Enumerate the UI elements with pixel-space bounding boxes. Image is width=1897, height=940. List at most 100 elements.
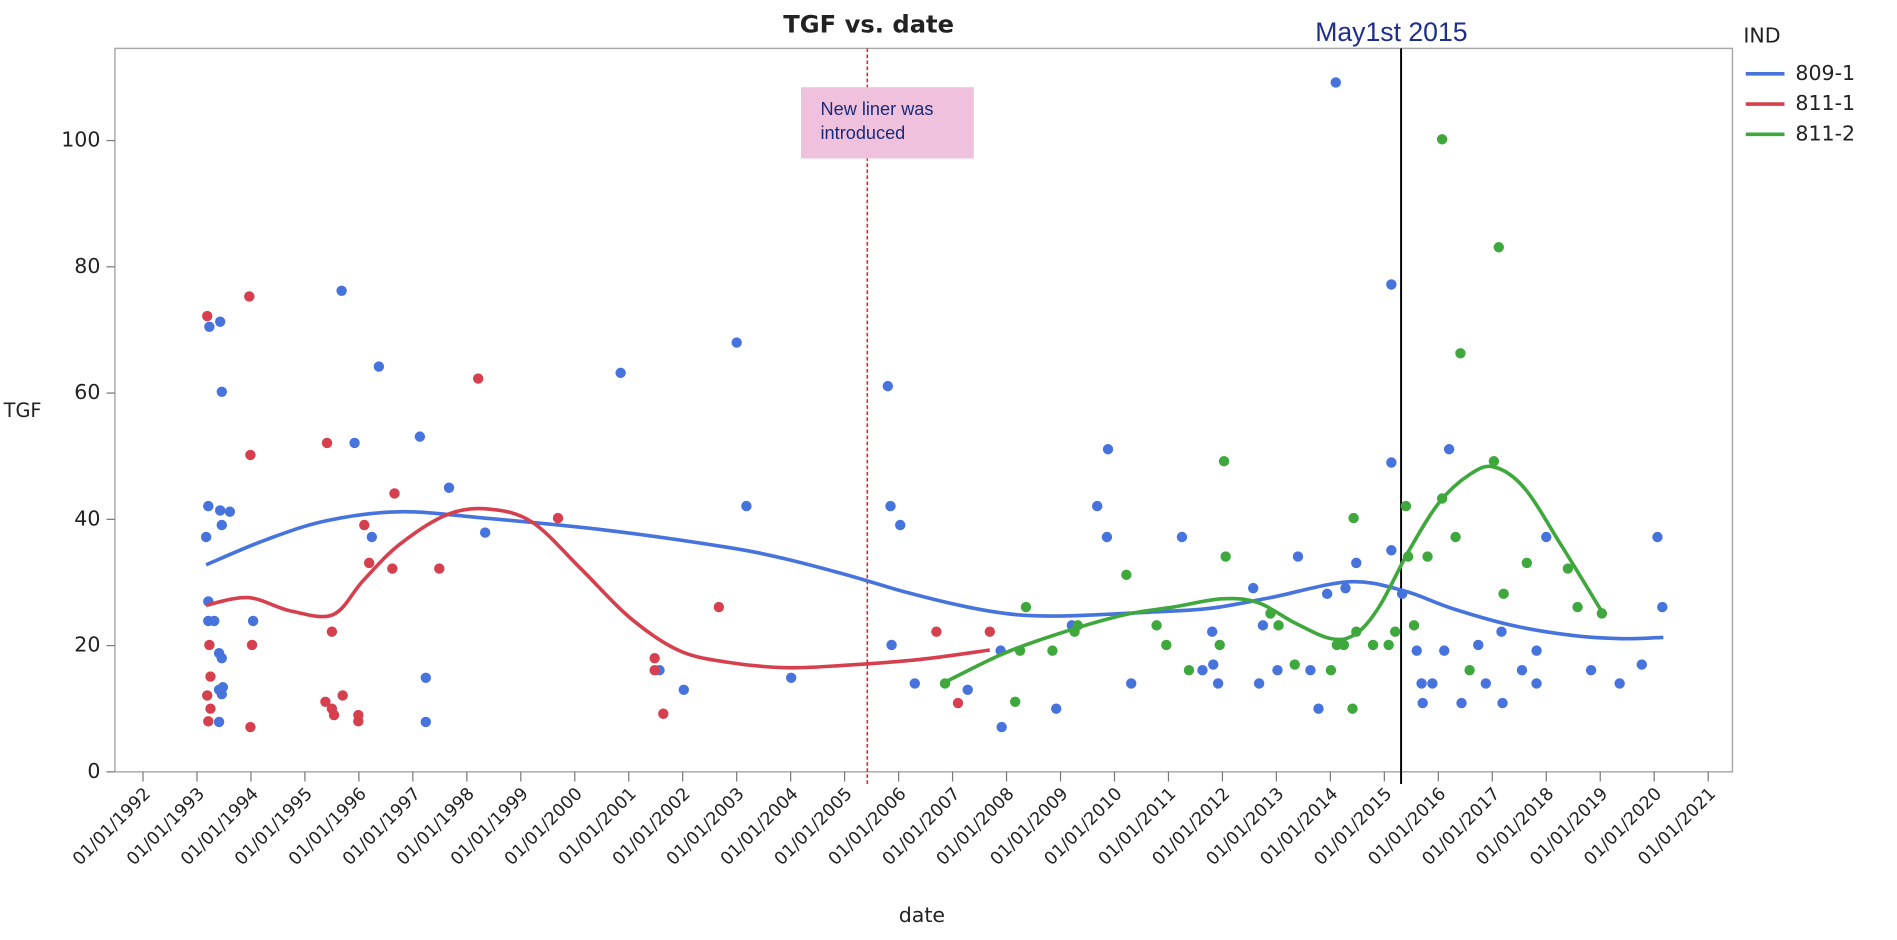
data-point <box>952 697 964 709</box>
data-point <box>1562 563 1574 574</box>
y-axis-label: TGF <box>3 399 42 422</box>
data-point <box>245 721 256 733</box>
data-point <box>1214 639 1225 651</box>
data-point <box>203 716 214 727</box>
y-tick-label: 80 <box>74 254 100 278</box>
data-point <box>1473 639 1484 651</box>
data-point <box>472 373 484 384</box>
data-point <box>1416 678 1427 689</box>
data-point <box>245 449 256 461</box>
data-point <box>1289 659 1300 670</box>
data-point <box>1572 601 1583 613</box>
data-point <box>1488 456 1500 467</box>
data-point <box>217 682 229 693</box>
data-point <box>1183 665 1195 676</box>
data-point <box>1464 665 1475 676</box>
fit-line <box>944 464 1605 684</box>
data-point <box>247 615 259 627</box>
data-point <box>320 696 331 707</box>
data-point <box>1338 639 1350 651</box>
data-point <box>1257 620 1269 631</box>
data-point <box>909 678 920 689</box>
data-point <box>895 519 906 531</box>
fit-line <box>205 506 991 670</box>
data-point <box>1253 678 1265 689</box>
data-point <box>886 639 897 651</box>
data-point <box>1389 626 1401 637</box>
data-point <box>214 316 226 327</box>
data-point <box>1272 665 1283 676</box>
y-tick-label: 40 <box>74 506 100 530</box>
data-point <box>1121 569 1132 581</box>
data-point <box>1220 551 1231 562</box>
data-point <box>1009 696 1021 707</box>
data-point <box>209 615 220 627</box>
data-point <box>420 672 432 683</box>
data-point <box>1208 659 1219 670</box>
data-point <box>246 639 258 651</box>
data-point <box>1386 279 1397 290</box>
data-point <box>658 708 669 719</box>
data-point <box>205 703 216 714</box>
data-point <box>1047 645 1058 656</box>
data-point <box>1541 531 1552 543</box>
data-point <box>1092 500 1103 512</box>
data-point <box>1417 697 1428 709</box>
data-point <box>649 665 660 676</box>
data-point <box>349 437 360 449</box>
data-point <box>387 563 398 574</box>
data-point <box>414 431 426 442</box>
plot-area <box>114 47 1734 773</box>
data-point <box>713 601 725 613</box>
y-tick-label: 60 <box>74 380 100 404</box>
data-point <box>321 437 333 449</box>
data-point <box>337 690 348 701</box>
data-point <box>962 684 973 695</box>
data-point <box>1411 645 1422 656</box>
annotation-text: New liner was introduced <box>801 87 975 159</box>
data-point <box>1498 588 1509 600</box>
data-point <box>996 721 1007 733</box>
data-point <box>1516 665 1528 676</box>
data-point <box>1367 639 1379 651</box>
data-point <box>741 500 752 512</box>
data-point <box>216 519 227 531</box>
data-point <box>202 690 213 701</box>
data-point <box>1436 134 1448 145</box>
data-point <box>434 563 445 574</box>
data-point <box>1427 678 1438 689</box>
data-point <box>213 716 225 728</box>
data-point <box>1455 348 1466 359</box>
data-point <box>1330 77 1341 88</box>
data-point <box>1206 626 1218 637</box>
data-point <box>1493 242 1504 253</box>
data-point <box>1497 697 1508 709</box>
data-point <box>336 285 347 297</box>
data-point <box>200 531 212 543</box>
data-point <box>1657 601 1668 613</box>
data-point <box>1050 703 1062 714</box>
data-point <box>1450 531 1461 543</box>
data-point <box>1176 531 1188 543</box>
data-point <box>678 684 689 695</box>
data-point <box>1313 703 1324 714</box>
data-point <box>1383 639 1394 651</box>
data-point <box>479 527 491 538</box>
data-point <box>359 519 370 531</box>
data-point <box>205 671 216 682</box>
data-point <box>1422 551 1433 562</box>
data-point <box>984 626 996 637</box>
data-point <box>1292 551 1304 562</box>
data-point <box>1636 659 1647 670</box>
data-point <box>1480 678 1492 689</box>
data-point <box>1496 626 1507 637</box>
y-tick-label: 0 <box>87 759 100 783</box>
x-axis-label: date <box>899 903 945 927</box>
y-tick-label: 20 <box>74 633 100 657</box>
data-point <box>882 380 894 392</box>
data-point <box>389 488 400 499</box>
data-point <box>1400 500 1412 512</box>
data-point <box>204 639 215 651</box>
